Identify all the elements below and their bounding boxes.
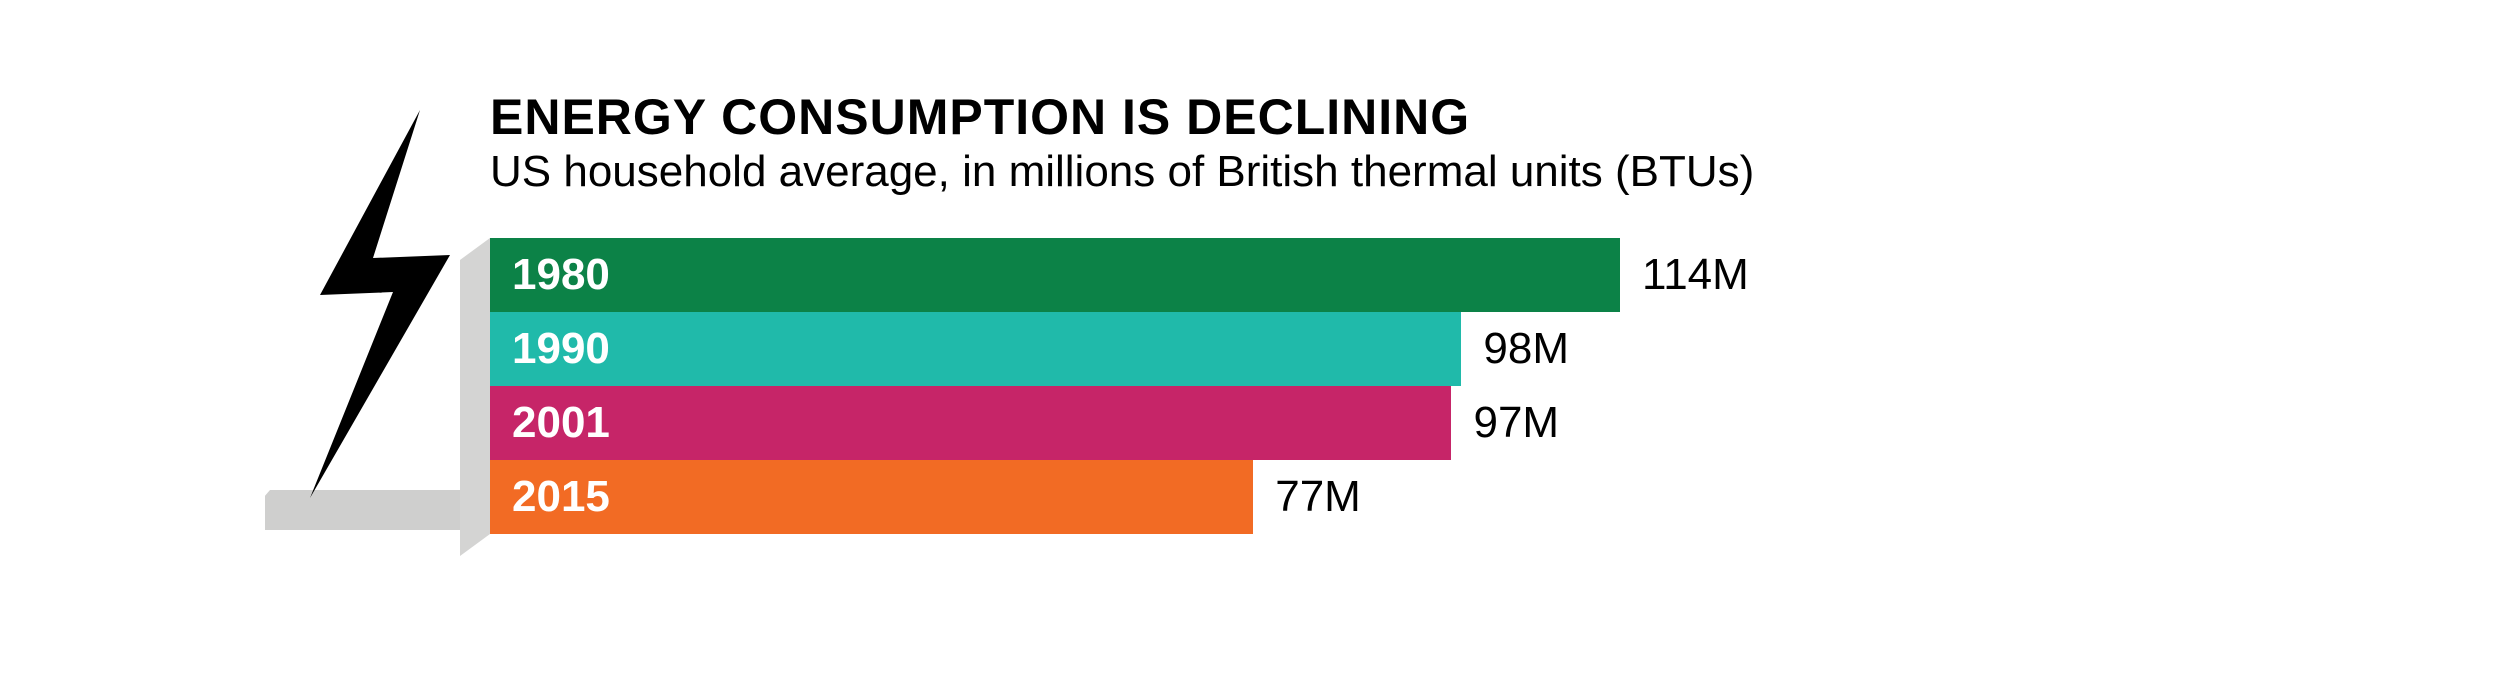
bar-year-label: 1980 bbox=[512, 253, 610, 297]
energy-bar-chart: 1980 114M 1990 98M 2001 97M 2015 77M bbox=[490, 238, 1749, 534]
bar-year-label: 2015 bbox=[512, 475, 610, 519]
bar-row: 2001 97M bbox=[490, 386, 1749, 460]
title-block: ENERGY CONSUMPTION IS DECLINING US house… bbox=[490, 92, 1754, 196]
bar: 2001 bbox=[490, 386, 1451, 460]
bar-value-label: 114M bbox=[1642, 253, 1749, 297]
bar-row: 1980 114M bbox=[490, 238, 1749, 312]
bar-value-label: 77M bbox=[1275, 475, 1361, 519]
chart-3d-edge bbox=[460, 238, 490, 534]
bar-year-label: 1990 bbox=[512, 327, 610, 371]
bolt-glyph bbox=[310, 110, 450, 498]
infographic-stage: ENERGY CONSUMPTION IS DECLINING US house… bbox=[0, 0, 2500, 673]
bar-value-label: 97M bbox=[1473, 401, 1559, 445]
chart-bars-container: 1980 114M 1990 98M 2001 97M 2015 77M bbox=[490, 238, 1749, 534]
bar: 1980 bbox=[490, 238, 1620, 312]
bar-year-label: 2001 bbox=[512, 401, 610, 445]
bolt-shadow bbox=[265, 490, 490, 530]
bar: 1990 bbox=[490, 312, 1461, 386]
bar-value-label: 98M bbox=[1483, 327, 1569, 371]
bar-row: 1990 98M bbox=[490, 312, 1749, 386]
chart-title: ENERGY CONSUMPTION IS DECLINING bbox=[490, 92, 1754, 142]
bar: 2015 bbox=[490, 460, 1253, 534]
bar-row: 2015 77M bbox=[490, 460, 1749, 534]
chart-subtitle: US household average, in millions of Bri… bbox=[490, 148, 1754, 196]
